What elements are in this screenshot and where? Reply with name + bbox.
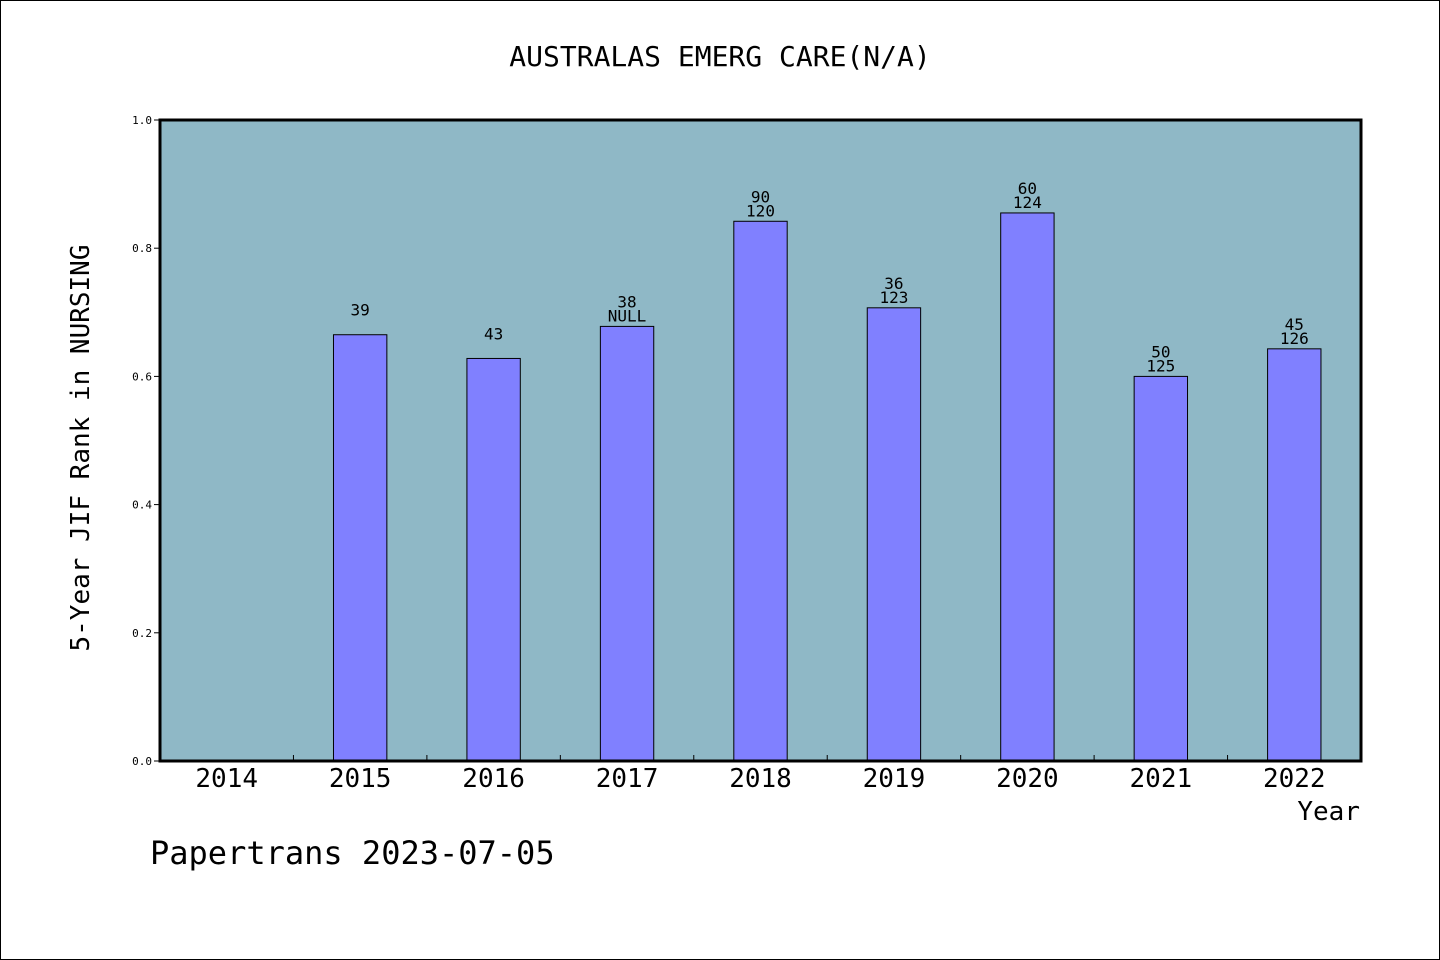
bar-label-total: 124 — [1013, 193, 1042, 212]
bar — [466, 357, 521, 762]
x-axis-label: Year — [1297, 797, 1360, 827]
x-tick-label: 2021 — [1130, 764, 1193, 794]
bar — [866, 307, 922, 762]
bar-label-rank: 50 — [1151, 342, 1170, 361]
bar — [733, 220, 788, 762]
bar-label-rank: 38 — [617, 292, 636, 311]
x-tick-label: 2018 — [729, 764, 792, 794]
x-tick-label: 2022 — [1263, 764, 1326, 794]
bar — [1000, 212, 1055, 762]
bar — [1267, 348, 1322, 762]
x-tick-label: 2017 — [596, 764, 659, 794]
x-tick-label: 2019 — [863, 764, 926, 794]
y-axis-label: 5-Year JIF Rank in NURSING — [66, 245, 96, 652]
bar-label-total: 125 — [1146, 356, 1175, 375]
bar-label-rank: 90 — [751, 187, 770, 206]
y-tick-label: 0.8 — [132, 242, 152, 255]
bar-label-rank: 45 — [1285, 315, 1304, 334]
bar-label-rank: 39 — [351, 301, 370, 320]
plot-border — [158, 118, 1363, 763]
y-tick-label: 0.4 — [132, 499, 152, 512]
x-tick-label: 2014 — [195, 764, 258, 794]
chart-title: AUSTRALAS EMERG CARE(N/A) — [509, 40, 930, 73]
bar — [332, 334, 388, 762]
x-tick-label: 2015 — [329, 764, 392, 794]
bar — [1133, 375, 1189, 762]
x-tick-label: 2020 — [996, 764, 1059, 794]
y-axis: 0.0 0.2 0.4 0.6 0.8 1.0 — [132, 114, 160, 768]
bar-label-rank: 60 — [1018, 179, 1037, 198]
bar-label-total: 126 — [1280, 329, 1309, 348]
y-tick-label: 1.0 — [132, 114, 152, 127]
bar-label-total: 123 — [879, 288, 908, 307]
bar-label-rank: 36 — [884, 274, 903, 293]
bar-label-total: NULL — [608, 306, 647, 325]
footer-credit: Papertrans 2023-07-05 — [150, 834, 555, 872]
y-tick-label: 0.6 — [132, 370, 152, 383]
x-axis: 2014 2015 2016 2017 2018 2019 2020 2021 2022 — [195, 755, 1326, 794]
bar — [599, 325, 655, 762]
bar-label-total: 120 — [746, 201, 775, 220]
bar-label-rank: 43 — [484, 324, 503, 343]
y-tick-label: 0.0 — [132, 755, 152, 768]
x-tick-label: 2016 — [462, 764, 525, 794]
y-tick-label: 0.2 — [132, 627, 152, 640]
bar-series — [332, 212, 1322, 762]
